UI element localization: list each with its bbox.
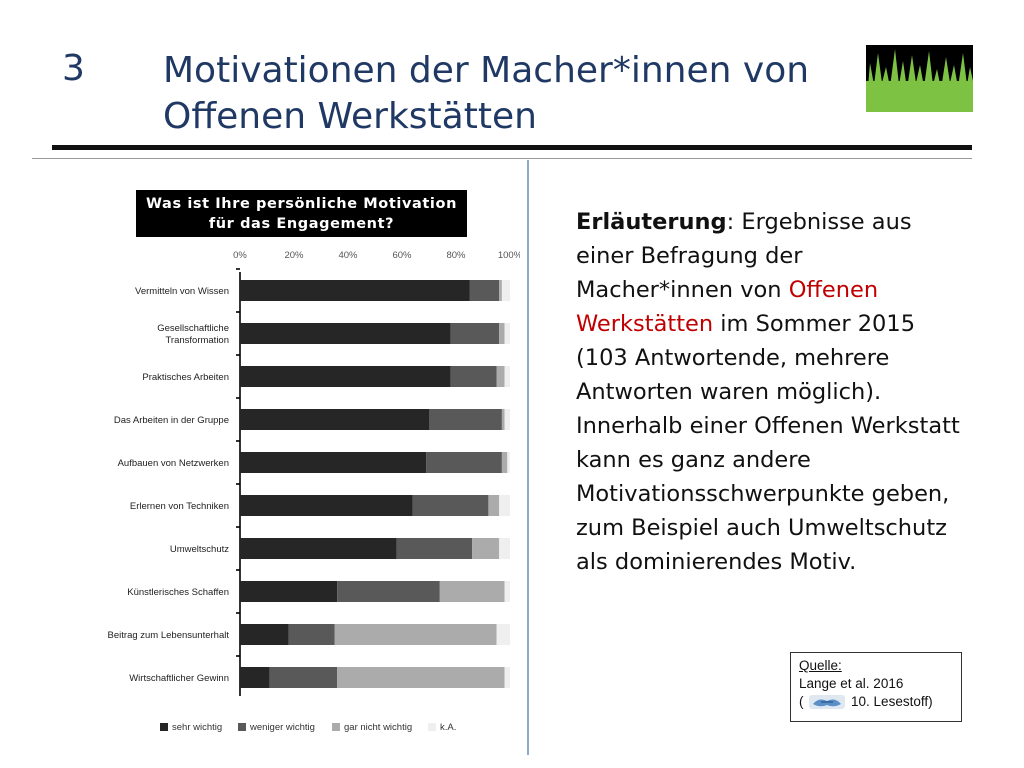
bar-segment [496, 624, 510, 645]
x-tick-label: 40% [338, 250, 358, 261]
category-label: Transformation [165, 335, 229, 346]
bar-segment [499, 538, 510, 559]
bar-segment [499, 323, 505, 344]
stacked-bar-chart: 0% 20% 40% 60% 80% 100% Vermitteln von Wissen G… [108, 250, 520, 733]
bar-segment [504, 366, 510, 387]
bar-segment [396, 538, 473, 559]
bar-segment [499, 280, 502, 301]
source-reference: ( 10. Lesestoff) [799, 693, 953, 711]
legend-label: weniger wichtig [249, 722, 315, 733]
explanation-bold: Erläuterung [576, 209, 727, 235]
explanation-text: Erläuterung: Ergebnisse aus einer Befrag… [576, 205, 966, 579]
bar-segment [488, 495, 500, 516]
bar-segment [269, 667, 338, 688]
category-label: Gesellschaftliche [157, 323, 229, 334]
chart-title: Was ist Ihre persönliche Motivation für … [136, 190, 467, 237]
bar-segment [334, 624, 497, 645]
bar-segment [240, 280, 470, 301]
bar-segment [496, 366, 505, 387]
legend-swatch [428, 723, 436, 731]
source-ref-text: 10. Lesestoff) [851, 694, 933, 709]
source-open-paren: ( [799, 694, 804, 709]
x-tick-label: 20% [284, 250, 304, 261]
slide-title-line1: Motivationen der Macher*innen von [163, 50, 810, 91]
x-tick-label: 0% [233, 250, 247, 261]
bar-segment [288, 624, 335, 645]
explanation-part2: im Sommer 2015 (103 Antwortende, mehrere… [576, 311, 960, 575]
x-tick-label: 100% [498, 250, 520, 261]
category-label: Praktisches Arbeiten [142, 372, 229, 383]
slide-title-line2: Offenen Werkstätten [163, 96, 537, 137]
bar-segment [450, 323, 500, 344]
bar-segment [240, 624, 289, 645]
bar-segment [240, 538, 397, 559]
legend-label: k.A. [440, 722, 456, 733]
bar-segment [504, 667, 510, 688]
explanation-part1: : Ergebnisse aus einer Befragung der Mac… [576, 209, 912, 303]
bar-segment [337, 667, 505, 688]
bar-segment [240, 452, 427, 473]
x-tick-label: 60% [392, 250, 412, 261]
title-underline [52, 145, 972, 150]
x-tick-label: 80% [446, 250, 466, 261]
bar-segment [504, 409, 510, 430]
bar-segment [504, 323, 510, 344]
title-thin-rule [32, 158, 972, 159]
category-label: Vermitteln von Wissen [135, 286, 229, 297]
bar-segment [240, 366, 451, 387]
category-label: Erlernen von Techniken [130, 501, 229, 512]
source-box: Quelle: Lange et al. 2016 ( 10. Lesestof… [790, 652, 962, 722]
slide-number: 3 [62, 48, 85, 89]
bar-segment [240, 323, 451, 344]
bar-segment [472, 538, 500, 559]
bar-segment [240, 495, 413, 516]
handshake-icon[interactable] [807, 694, 847, 710]
bar-segment [450, 366, 497, 387]
chart-title-line1: Was ist Ihre persönliche Motivation [145, 195, 457, 212]
bar-segment [501, 452, 508, 473]
bar-segment [439, 581, 505, 602]
bar-segment [499, 495, 510, 516]
category-label: Beitrag zum Lebensunterhalt [108, 630, 230, 641]
bar-segment [429, 409, 502, 430]
bar-segment [426, 452, 502, 473]
bar-segment [469, 280, 500, 301]
bar-segment [412, 495, 489, 516]
explanation-highlight: Offenen Werkstätten [576, 277, 879, 337]
bar-segment [507, 452, 510, 473]
legend-swatch [160, 723, 168, 731]
category-label: Künstlerisches Schaffen [127, 587, 229, 598]
legend-swatch [238, 723, 246, 731]
chart-title-line2: für das Engagement? [208, 215, 395, 232]
source-label: Quelle: [799, 658, 842, 673]
bar-segment [240, 409, 429, 430]
column-divider [527, 160, 529, 755]
grass-logo-icon [866, 45, 973, 112]
legend-label: sehr wichtig [172, 722, 222, 733]
bar-segment [240, 667, 270, 688]
category-label: Das Arbeiten in der Gruppe [114, 415, 229, 426]
category-label: Umweltschutz [170, 544, 229, 555]
bar-segment [240, 581, 338, 602]
bar-segment [501, 409, 505, 430]
category-label: Aufbauen von Netzwerken [118, 458, 229, 469]
bar-segment [501, 280, 510, 301]
legend-swatch [332, 723, 340, 731]
slide-title: Motivationen der Macher*innen von Offene… [163, 48, 863, 140]
category-label: Wirtschaftlicher Gewinn [129, 673, 229, 684]
source-citation: Lange et al. 2016 [799, 676, 904, 691]
legend-label: gar nicht wichtig [344, 722, 412, 733]
bar-segment [504, 581, 510, 602]
bar-segment [337, 581, 440, 602]
